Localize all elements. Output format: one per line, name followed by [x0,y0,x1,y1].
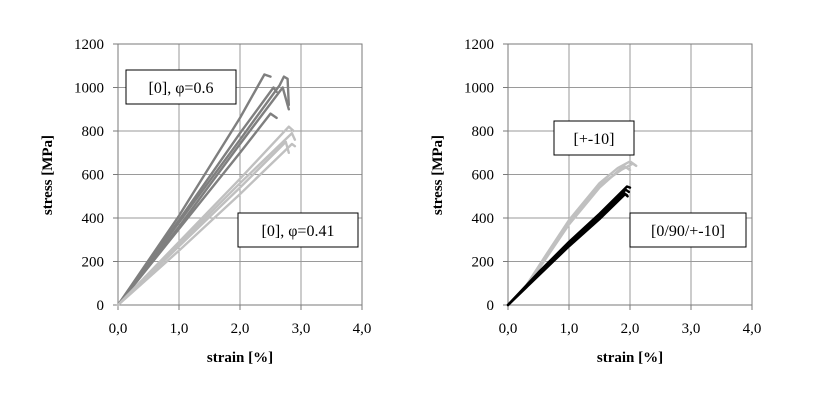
x-axis-label: strain [%] [207,350,273,366]
x-tick-label: 3,0 [292,321,311,337]
y-axis-label: stress [MPa] [40,135,56,215]
x-tick-label: 1,0 [170,321,189,337]
series-line [116,75,290,307]
annotation-box [629,212,747,248]
y-tick-label: 1200 [74,37,104,53]
y-tick-label: 600 [82,168,105,184]
y-tick-label: 200 [472,255,495,271]
y-tick-label: 0 [97,298,105,314]
y-tick-label: 1000 [464,81,494,97]
series-line [116,142,297,307]
y-tick-label: 1000 [74,81,104,97]
annotation-box [125,69,237,105]
x-tick-label: 1,0 [560,321,579,337]
chart-stress-strain-unidirectional: 0,0 1,0 2,0 3,0 4,0 0 200 400 600 800 1000 1200 stra… [40,37,371,366]
x-tick-label: 4,0 [353,321,372,337]
x-tick-label: 2,0 [621,321,640,337]
y-tick-label: 800 [472,124,495,140]
series-line [116,73,272,307]
annotation-label: [0], φ=0.41 [262,223,335,240]
series-line [116,140,290,307]
x-tick-label: 0,0 [499,321,518,337]
y-tick-label: 0 [487,298,495,314]
annotation-box [237,212,359,248]
y-axis-label: stress [MPa] [430,135,446,215]
y-tick-label: 600 [472,168,495,184]
x-axis-label: strain [%] [597,350,663,366]
x-tick-label: 3,0 [682,321,701,337]
y-tick-label: 200 [82,255,105,271]
y-tick-label: 400 [472,211,495,227]
annotation-label: [+-10] [573,131,614,148]
x-tick-label: 2,0 [231,321,250,337]
x-tick-label: 4,0 [743,321,762,337]
series-line [506,192,629,307]
y-tick-label: 400 [82,211,105,227]
series-line [116,112,278,307]
annotation-label: [0], φ=0.6 [149,80,214,97]
y-tick-label: 800 [82,124,105,140]
x-tick-label: 0,0 [109,321,128,337]
chart-stress-strain-angle-ply: 0,0 1,0 2,0 3,0 4,0 0 200 400 600 800 1000 1200 stra… [430,37,761,366]
y-tick-label: 1200 [464,37,494,53]
annotation-box [553,120,635,156]
annotation-label: [0/90/+-10] [651,223,725,240]
